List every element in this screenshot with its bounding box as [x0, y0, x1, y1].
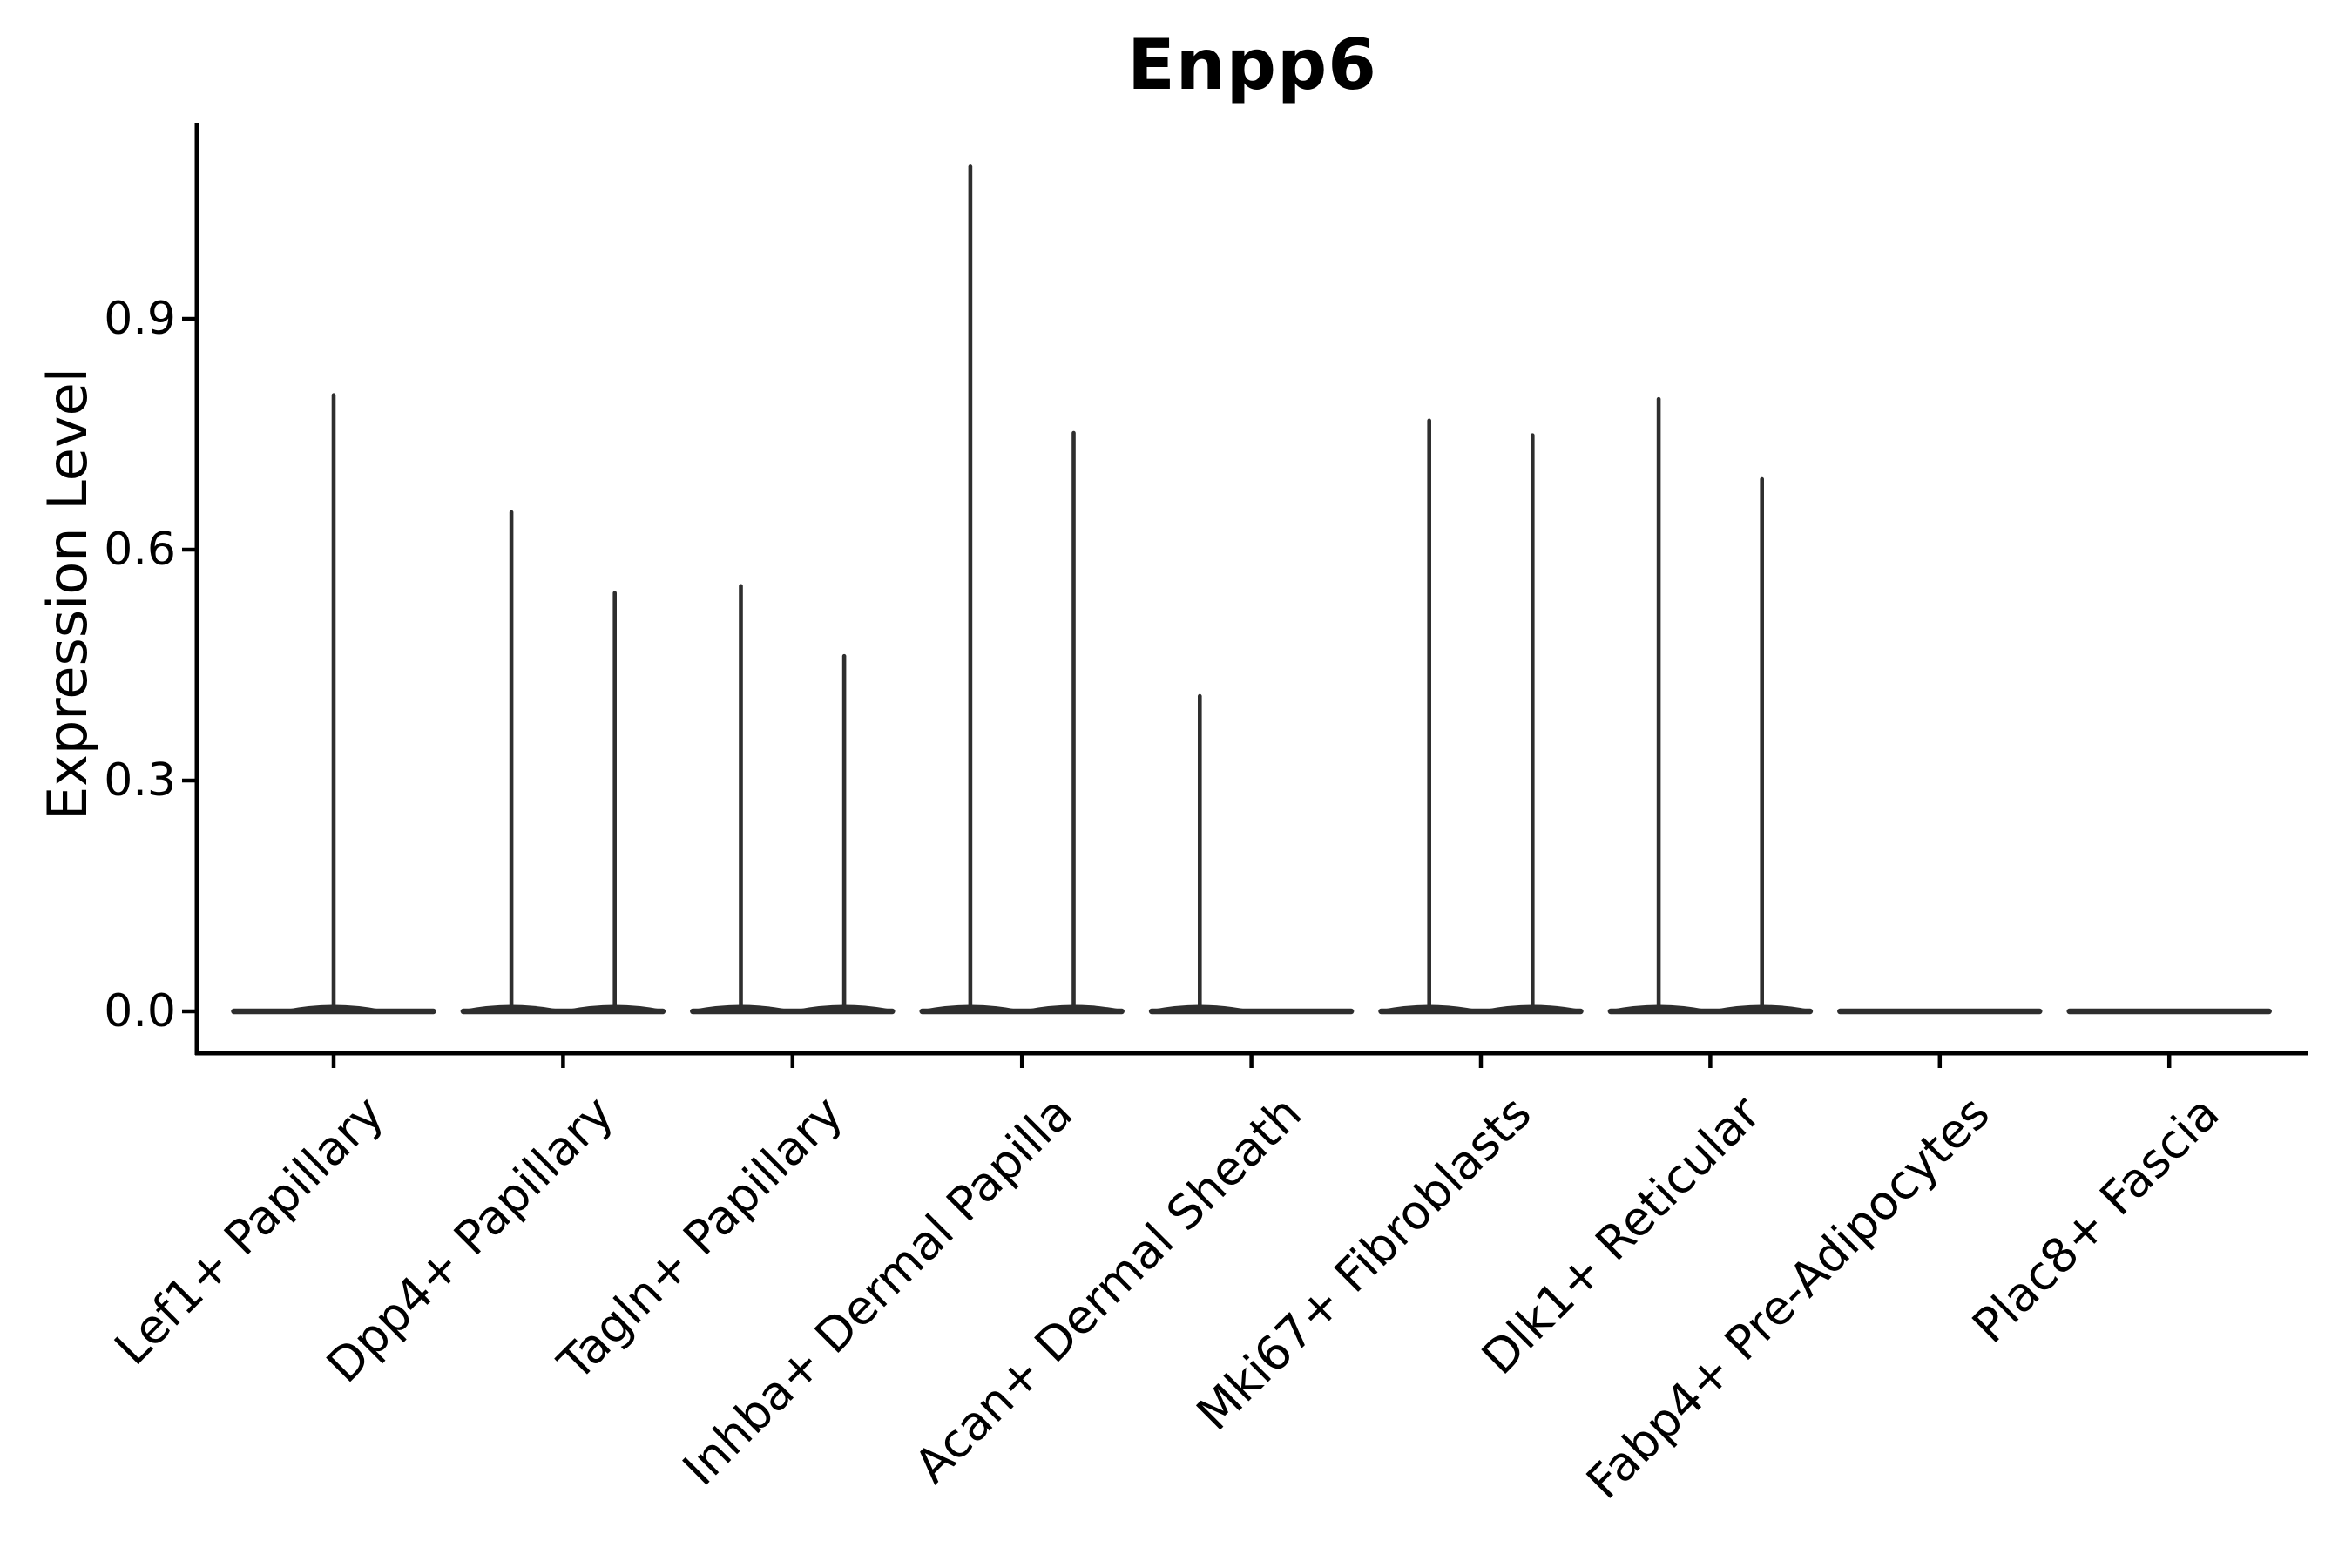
chart-title: Enpp6 — [1127, 24, 1377, 105]
y-tick-label: 0.3 — [104, 754, 176, 807]
y-tick-label: 0.9 — [104, 293, 176, 346]
y-tick-label: 0.0 — [104, 985, 176, 1037]
y-tick-label: 0.6 — [104, 524, 176, 577]
y-axis-label: Expression Level — [36, 368, 99, 821]
